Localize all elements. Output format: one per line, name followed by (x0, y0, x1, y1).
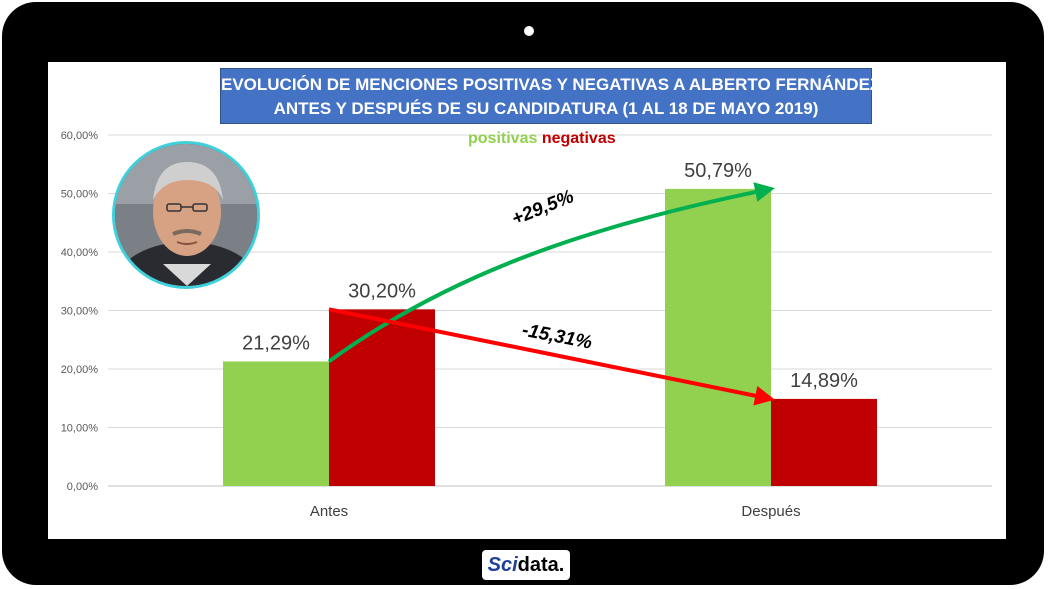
bar-positivas-después (665, 188, 771, 486)
camera-dot (524, 26, 534, 36)
chart-title: EVOLUCIÓN DE MENCIONES POSITIVAS Y NEGAT… (220, 68, 881, 124)
y-tick-label: 10,00% (61, 423, 99, 435)
y-tick-label: 0,00% (67, 481, 98, 493)
data-label: 30,20% (348, 280, 416, 302)
y-tick-label: 60,00% (61, 130, 99, 142)
trend-arrow-negativas (328, 307, 775, 406)
candidate-portrait-image (115, 144, 257, 286)
x-category-label: Después (741, 503, 800, 520)
logo-sci-text: Sci (487, 554, 518, 576)
bar-negativas-antes (329, 309, 435, 486)
chart-legend: positivas negativas (468, 130, 616, 148)
trend-arrow-positivas (327, 182, 775, 364)
legend-negativas: negativas (541, 130, 616, 147)
x-category-label: Antes (310, 503, 348, 520)
scidata-logo: Scidata. (482, 550, 570, 580)
y-tick-label: 50,00% (61, 189, 99, 201)
data-label: 50,79% (684, 160, 752, 182)
y-tick-label: 20,00% (61, 364, 99, 376)
y-tick-label: 30,00% (61, 306, 99, 318)
data-label: 21,29% (242, 332, 310, 354)
arrow-change-label: +29,5% (509, 186, 577, 230)
data-label: 14,89% (790, 370, 858, 392)
chart-title-line-2: ANTES Y DESPUÉS DE SU CANDIDATURA (1 AL … (273, 99, 819, 118)
candidate-photo (112, 141, 260, 289)
bar-negativas-después (771, 398, 877, 486)
bar-chart: 0,00% 10,00% 20,00% 30,00% 40,00% 50,00% 60,00… (61, 130, 992, 520)
chart-title-line-1: EVOLUCIÓN DE MENCIONES POSITIVAS Y NEGAT… (221, 75, 881, 94)
legend-positivas: positivas (468, 130, 538, 147)
y-tick-label: 40,00% (61, 247, 99, 259)
bar-positivas-antes (223, 361, 329, 486)
logo-data-text: data. (517, 554, 565, 576)
chart-screen: 0,00% 10,00% 20,00% 30,00% 40,00% 50,00% 60,00… (48, 62, 1006, 539)
